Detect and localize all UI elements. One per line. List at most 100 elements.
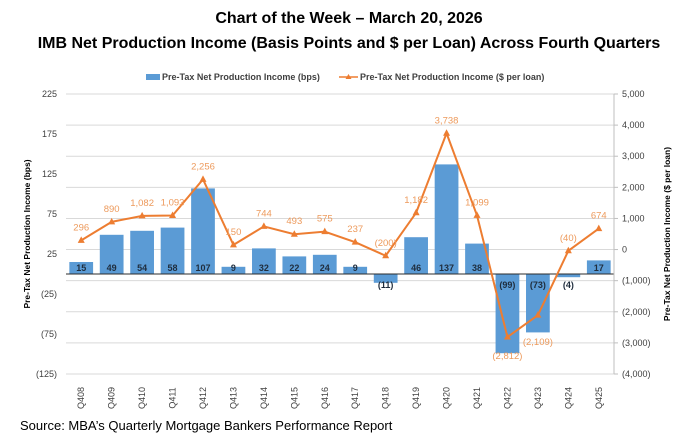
x-axis-tick-label: Q416 xyxy=(320,387,330,409)
line-data-label: 1,099 xyxy=(465,197,489,208)
right-axis-tick-label: (2,000) xyxy=(622,307,651,317)
right-axis-tick-label: 4,000 xyxy=(622,120,645,130)
right-axis-title: Pre-Tax Net Production Income ($ per loa… xyxy=(662,147,672,321)
source-note: Source: MBA’s Quarterly Mortgage Bankers… xyxy=(20,418,393,433)
bar-data-label: 137 xyxy=(439,263,454,273)
bar-data-label: 9 xyxy=(231,263,236,273)
left-axis-tick-label: 125 xyxy=(42,169,57,179)
bar xyxy=(556,274,581,278)
x-axis-tick-label: Q420 xyxy=(442,387,452,409)
line-marker xyxy=(503,333,511,340)
bar-data-label: 46 xyxy=(411,263,421,273)
right-axis-tick-label: 2,000 xyxy=(622,182,645,192)
line-data-label: 890 xyxy=(104,204,120,215)
line-marker xyxy=(473,211,481,218)
legend-label-line: Pre-Tax Net Production Income ($ per loa… xyxy=(360,72,544,82)
line-marker xyxy=(199,175,207,182)
line-data-label: 150 xyxy=(226,227,242,238)
x-axis-tick-label: Q425 xyxy=(594,387,604,409)
right-axis-tick-label: (1,000) xyxy=(622,276,651,286)
bar xyxy=(130,230,154,274)
bar xyxy=(99,234,124,274)
left-axis-tick-label: (25) xyxy=(41,289,57,299)
bar xyxy=(526,274,550,333)
right-axis-tick-label: (3,000) xyxy=(622,338,651,348)
bar xyxy=(160,227,185,274)
line-data-label: 296 xyxy=(73,222,89,233)
line-marker xyxy=(77,236,85,243)
bar xyxy=(191,188,215,274)
legend-swatch-bars xyxy=(146,74,160,80)
bar xyxy=(69,262,94,274)
line-marker xyxy=(534,311,542,318)
line-data-label: (2,109) xyxy=(523,337,553,348)
left-axis-tick-label: 175 xyxy=(42,129,57,139)
line-marker xyxy=(321,227,329,235)
bar xyxy=(434,164,459,274)
legend-label-bars: Pre-Tax Net Production Income (bps) xyxy=(162,72,320,82)
chart-title: Chart of the Week – March 20, 2026 xyxy=(215,10,483,27)
line-data-label: (2,812) xyxy=(492,351,522,362)
bar-data-label: 32 xyxy=(259,263,269,273)
x-axis-tick-label: Q424 xyxy=(563,387,573,409)
x-axis-tick-label: Q415 xyxy=(289,387,299,409)
x-axis-tick-label: Q413 xyxy=(228,387,238,409)
bar-data-label: 58 xyxy=(168,263,178,273)
line-marker xyxy=(382,251,390,259)
bar-data-label: 107 xyxy=(195,263,210,273)
bar-data-label: 22 xyxy=(289,263,299,273)
bar-data-label: (99) xyxy=(499,280,515,290)
bar xyxy=(221,266,246,274)
line-data-label: 493 xyxy=(286,216,302,227)
line-marker xyxy=(412,208,420,216)
left-axis-title: Pre-Tax Net Production Income (bps) xyxy=(22,159,32,308)
line-marker xyxy=(351,238,359,245)
bar-data-label: 49 xyxy=(107,263,117,273)
bar-data-labels: 15 49 54 58 107 9 32 22 24 9 (11) 46 137 38 (99) (73) (4… xyxy=(76,263,604,290)
x-axis-tick-label: Q423 xyxy=(533,387,543,409)
bar-data-label: (73) xyxy=(530,280,546,290)
x-axis-tick-label: Q417 xyxy=(350,387,360,409)
x-axis-tick-label: Q410 xyxy=(137,387,147,409)
line-marker xyxy=(260,222,268,229)
line-marker xyxy=(108,217,116,225)
line-data-label: 2,256 xyxy=(191,161,215,172)
x-axis-tick-label: Q408 xyxy=(76,387,86,409)
bar xyxy=(586,260,611,274)
gridlines xyxy=(66,93,614,375)
x-axis-tick-label: Q411 xyxy=(168,387,178,408)
bar-series xyxy=(69,164,611,354)
x-axis-tick-label: Q412 xyxy=(198,387,208,409)
bar xyxy=(282,256,307,274)
line-marker xyxy=(564,246,572,254)
bar xyxy=(252,248,276,274)
left-axis-tick-label: 25 xyxy=(47,249,57,259)
line-data-label: 237 xyxy=(347,224,363,235)
line-data-label: 1,082 xyxy=(130,198,154,209)
x-axis-tick-label: Q422 xyxy=(502,387,512,409)
x-axis-tick-label: Q419 xyxy=(411,387,421,409)
line-marker xyxy=(443,129,451,136)
x-axis-tick-label: Q409 xyxy=(107,387,117,409)
bar-data-label: 9 xyxy=(353,263,358,273)
right-axis-tick-label: 3,000 xyxy=(622,151,645,161)
bar xyxy=(312,254,337,274)
right-axis-tick-label: 5,000 xyxy=(622,89,645,99)
bar xyxy=(373,274,398,283)
x-axis-ticks: Q408 Q409 Q410 Q411 Q412 Q413 Q414 Q415 Q416 Q417… xyxy=(76,387,604,409)
line-data-label: 3,738 xyxy=(435,115,459,126)
line-data-label: 1,093 xyxy=(161,198,185,209)
bar-data-label: 24 xyxy=(320,263,330,273)
bar xyxy=(404,237,428,274)
bar-data-label: 17 xyxy=(594,263,604,273)
line-data-label: (40) xyxy=(560,233,577,244)
line-data-label: 575 xyxy=(317,214,333,225)
line-data-label: (200) xyxy=(375,238,397,249)
bar-data-label: 15 xyxy=(76,263,86,273)
line-data-label: 1,182 xyxy=(404,195,428,206)
x-axis-tick-label: Q421 xyxy=(472,387,482,409)
left-axis-tick-label: 75 xyxy=(47,209,57,219)
x-axis-tick-label: Q418 xyxy=(381,387,391,409)
legend: Pre-Tax Net Production Income (bps) Pre-… xyxy=(146,72,544,82)
